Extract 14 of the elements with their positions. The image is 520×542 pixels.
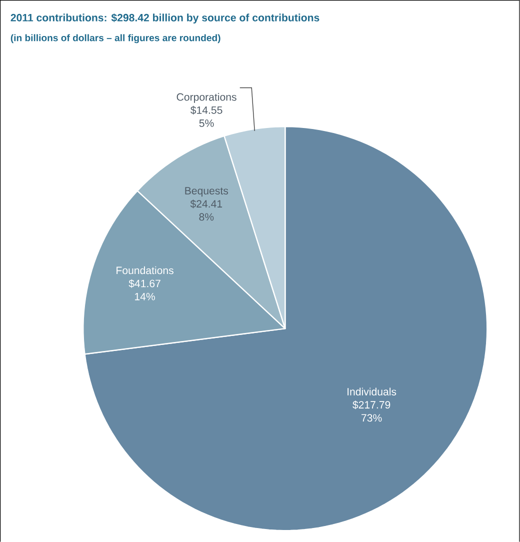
slice-label: Bequests	[185, 187, 228, 197]
slice-label: Foundations	[116, 266, 174, 274]
data-label: $217.79	[352, 400, 390, 410]
text: 8%	[199, 213, 214, 221]
data-label: $24.41	[190, 200, 222, 208]
slice-label: Corporations	[176, 93, 236, 103]
data-label: $41.67	[128, 279, 161, 288]
text: 73%	[362, 414, 382, 422]
chart-title: 2011 contributions: $298.42 billion by source of contributions	[10, 13, 320, 24]
slice-label: Individuals	[348, 388, 396, 396]
text: 5%	[199, 120, 214, 127]
chart-subtitle: (in billions of dollars – all figures are rounded)	[11, 34, 220, 44]
data-label: $14.55	[190, 106, 222, 114]
text: 14%	[135, 292, 156, 300]
